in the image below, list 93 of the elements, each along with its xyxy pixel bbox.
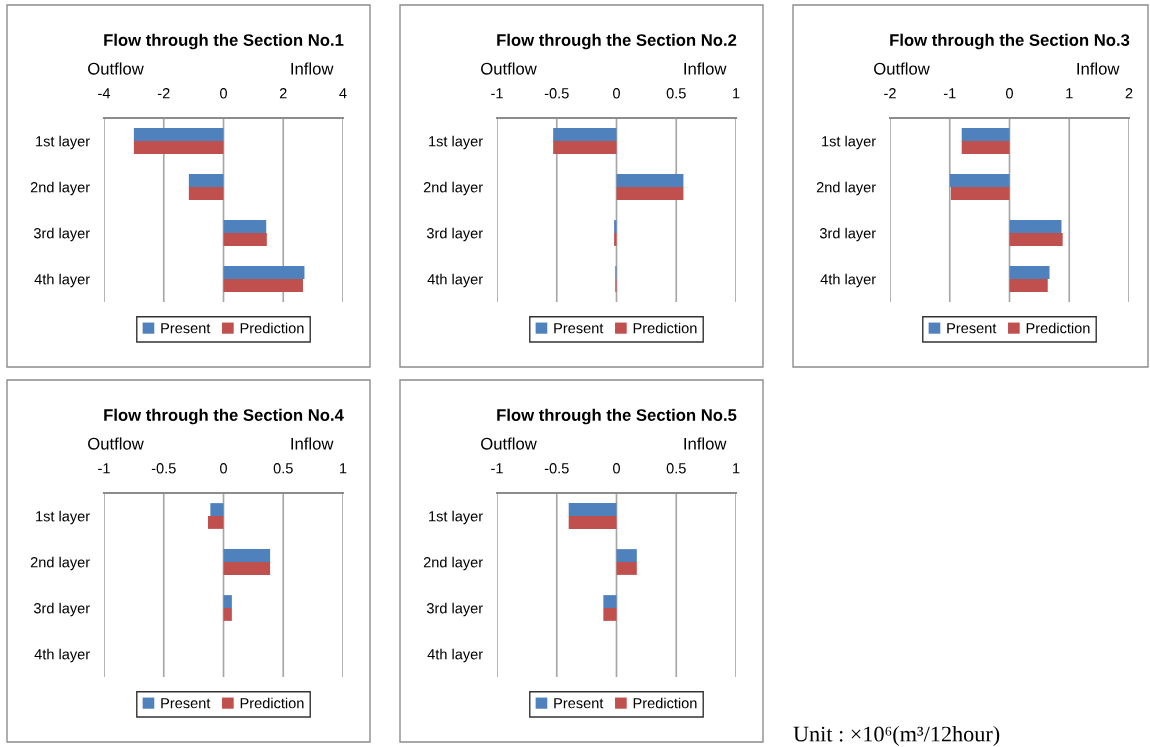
y-tick-label: 3rd layer <box>426 227 483 242</box>
bar <box>223 233 267 246</box>
x-tick-label: -1 <box>98 463 110 474</box>
legend-label: Prediction <box>240 697 304 709</box>
chart-title: Flow through the Section No.1 <box>104 33 344 50</box>
chart-title: Flow through the Section No.4 <box>104 408 344 425</box>
bar <box>961 141 1010 154</box>
y-tick-label: 3rd layer <box>33 602 90 617</box>
bar <box>223 549 271 562</box>
x-tick-label: -1 <box>491 463 503 474</box>
bar <box>210 503 224 516</box>
y-tick-label: 2nd layer <box>423 556 483 571</box>
y-tick-label: 4th layer <box>427 273 483 288</box>
x-tick-label: -0.5 <box>544 463 569 474</box>
text: Inflow <box>684 62 727 75</box>
chart-title: Flow through the Section No.2 <box>497 33 737 50</box>
x-tick-label: 0 <box>220 463 227 474</box>
y-tick-label: 2nd layer <box>30 181 90 196</box>
y-tick-label: 1st layer <box>429 135 483 150</box>
legend-label: Present <box>161 323 211 334</box>
x-tick-label: 0.5 <box>273 463 293 474</box>
y-tick-label: 1st layer <box>822 135 876 150</box>
x-tick-label: -4 <box>98 88 111 99</box>
x-tick-label: -0.5 <box>151 463 176 474</box>
bar <box>1009 233 1063 246</box>
text: Inflow <box>1077 62 1120 75</box>
y-tick-label: 1st layer <box>36 135 90 150</box>
bar <box>223 220 267 233</box>
y-tick-label: 4th layer <box>34 648 90 663</box>
x-tick-label: -1 <box>943 88 956 99</box>
legend-label: Present <box>554 698 604 709</box>
chart-title: Flow through the Section No.3 <box>890 33 1130 50</box>
bar <box>223 266 305 279</box>
x-tick-label: -0.5 <box>544 88 569 99</box>
text: Outflow <box>481 62 537 75</box>
y-tick-label: 4th layer <box>427 648 483 663</box>
bar <box>950 187 1010 200</box>
bar <box>188 187 224 200</box>
bar <box>949 174 1010 187</box>
text: Inflow <box>291 437 334 450</box>
text: Unit : ×10⁶(m³/12hour) <box>793 725 1000 747</box>
x-tick-label: 1 <box>733 88 740 99</box>
y-tick-label: 1st layer <box>429 510 483 525</box>
bar <box>961 128 1010 141</box>
text: Outflow <box>481 437 537 450</box>
text: Inflow <box>684 437 727 450</box>
legend-label: Present <box>554 323 604 334</box>
chart-title: Flow through the Section No.5 <box>497 408 737 425</box>
y-tick-label: 4th layer <box>34 273 90 288</box>
text: Inflow <box>291 62 334 75</box>
x-tick-label: 0 <box>613 463 620 474</box>
x-tick-label: 1 <box>340 463 347 474</box>
bar <box>1009 266 1050 279</box>
y-tick-label: 1st layer <box>36 510 90 525</box>
x-tick-label: 2 <box>279 88 287 99</box>
x-tick-label: 0 <box>1006 88 1013 99</box>
x-tick-label: 0.5 <box>666 88 686 99</box>
bar <box>188 174 224 187</box>
x-tick-label: 0.5 <box>666 463 686 474</box>
x-tick-label: 2 <box>1125 88 1133 99</box>
y-tick-label: 2nd layer <box>423 181 483 196</box>
x-tick-label: 1 <box>1066 88 1073 99</box>
y-tick-label: 3rd layer <box>819 227 876 242</box>
y-tick-label: 4th layer <box>820 273 876 288</box>
bar <box>207 516 224 529</box>
text: Outflow <box>88 437 144 450</box>
y-tick-label: 2nd layer <box>30 556 90 571</box>
y-tick-label: 2nd layer <box>816 181 876 196</box>
bar <box>223 279 303 292</box>
bar <box>133 141 224 154</box>
bar <box>133 128 224 141</box>
x-tick-label: 4 <box>339 88 347 99</box>
x-tick-label: -2 <box>884 88 896 99</box>
bar <box>223 562 271 575</box>
legend-label: Present <box>161 698 211 709</box>
legend-label: Prediction <box>633 697 697 709</box>
bar <box>1009 279 1048 292</box>
bar <box>1009 220 1062 233</box>
legend-label: Prediction <box>1026 322 1090 334</box>
x-tick-label: 0 <box>220 88 227 99</box>
legend-label: Present <box>947 323 997 334</box>
x-tick-label: 1 <box>733 463 740 474</box>
x-tick-label: -2 <box>157 88 170 99</box>
bar <box>223 595 232 608</box>
y-tick-label: 3rd layer <box>33 227 90 242</box>
text: Outflow <box>874 62 930 75</box>
x-tick-label: -1 <box>491 88 503 99</box>
bar <box>223 608 232 621</box>
legend-label: Prediction <box>633 322 697 334</box>
text: Outflow <box>88 62 144 75</box>
x-tick-label: 0 <box>613 88 620 99</box>
y-tick-label: 3rd layer <box>426 602 483 617</box>
legend-label: Prediction <box>240 322 304 334</box>
